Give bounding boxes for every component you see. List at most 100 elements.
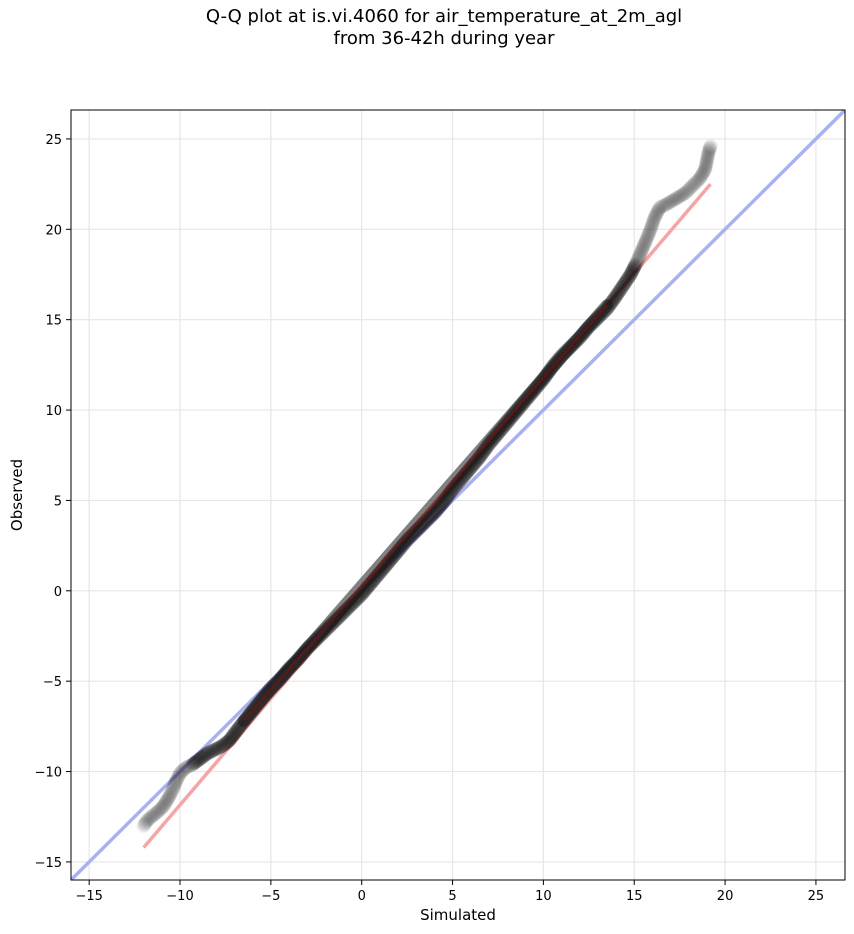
quantile-point [631,251,646,266]
quantile-point [658,197,673,212]
quantile-point [146,808,161,823]
chart-title-line-2: from 36-42h during year [333,28,555,49]
quantile-point [160,792,175,807]
quantile-point [168,776,183,791]
y-tick-label: 10 [45,404,62,419]
quantile-point [141,812,156,827]
quantile-point [213,739,228,754]
quantile-point [633,246,648,261]
quantile-point [671,190,686,205]
quantile-point [157,797,172,812]
quantile-point [159,793,174,808]
quantile-point [662,195,677,210]
quantile-point [638,235,653,250]
quantile-point [632,248,647,263]
y-tick-label: 25 [45,133,62,148]
quantile-point [210,741,225,756]
quantile-point [172,767,187,782]
quantile-point [175,764,190,779]
quantile-point [699,158,714,173]
quantile-point [223,731,238,746]
quantile-point [696,165,711,180]
quantile-point [630,253,645,268]
quantile-point [229,724,244,739]
quantile-point [147,807,162,822]
quantile-point [611,285,626,300]
quantile-point [153,802,168,817]
quantile-point [687,176,702,191]
quantile-point [672,189,687,204]
quantile-point [675,187,690,202]
quantile-point [152,803,167,818]
quantile-point [185,757,200,772]
y-tick-label: −10 [35,766,62,781]
quantile-point [693,170,708,185]
y-axis-label: Observed [8,459,26,531]
quantile-point [143,810,158,825]
quantile-point [697,163,712,178]
quantile-point [617,276,632,291]
quantile-point [151,804,166,819]
quantile-point [625,263,640,278]
quantile-point [642,225,657,240]
quantile-point [196,749,211,764]
quantile-point [639,232,654,247]
quantile-point [682,181,697,196]
x-axis-ticks: −15 −10 −5 0 5 10 15 20 25 [75,880,824,904]
quantile-point [227,726,242,741]
quantile-point [678,186,693,201]
quantile-point [686,177,701,192]
y-tick-label: 0 [54,585,62,600]
quantile-point [225,729,240,744]
chart-title-line-1: Q-Q plot at is.vi.4060 for air_temperatu… [205,6,683,27]
quantile-point [170,772,185,787]
quantile-point [158,795,173,810]
quantile-point [701,144,716,159]
quantile-point [161,791,176,806]
quantile-point [194,750,209,765]
quantile-point [680,183,695,198]
y-tick-label: 15 [45,314,62,329]
quantile-point [694,169,709,184]
quantile-point [647,210,662,225]
x-tick-label: 15 [626,889,643,904]
chart-title: Q-Q plot at is.vi.4060 for air_temperatu… [0,6,854,50]
x-tick-label: 0 [358,889,366,904]
quantile-point [695,166,710,181]
quantile-point [207,742,222,757]
quantile-point [214,739,229,754]
quantile-point [224,730,239,745]
quantile-point [616,278,631,293]
quantile-point [168,775,183,790]
quantile-point [150,805,164,820]
quantile-point [204,744,219,759]
quantile-point [208,742,223,757]
quantile-point [610,286,625,301]
quantile-point [644,219,659,234]
y-tick-label: 20 [45,223,62,238]
quantile-point [176,763,191,778]
quantile-point [154,801,169,816]
x-tick-label: 25 [808,889,825,904]
quantile-point [639,231,654,246]
quantile-point [622,268,637,283]
quantile-point [661,196,676,211]
quantile-point [613,282,628,297]
quantile-point [211,740,226,755]
quantile-point [630,252,645,267]
quantile-point [627,259,642,274]
quantile-point [177,762,192,777]
quantile-point [189,754,204,769]
quantile-point [179,760,194,775]
quantile-point [633,245,648,260]
quantile-point [665,193,680,208]
quantile-point [651,203,666,218]
quantile-point [199,747,214,762]
quantile-point [608,290,623,305]
quantile-point [165,782,180,797]
quantile-point [699,153,714,168]
quantile-point [679,184,694,199]
quantile-point [652,200,667,215]
quantile-point [628,257,643,272]
